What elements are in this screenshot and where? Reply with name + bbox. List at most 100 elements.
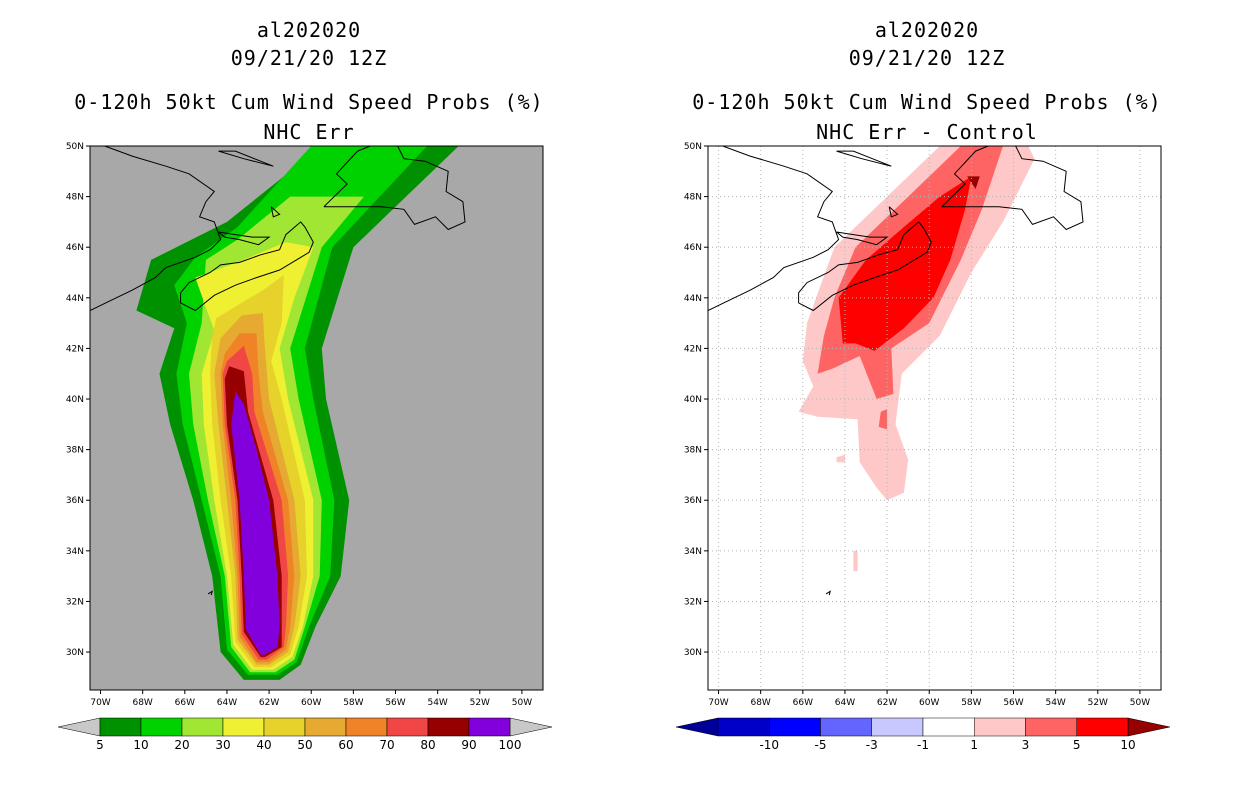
chart-title-datetime: 09/21/20 12Z [230,46,388,70]
x-tick-label: 56W [1003,698,1023,708]
colorbar-swatch [99,717,142,737]
x-tick-label: 50W [1130,698,1150,708]
coastline-mainland [90,146,222,311]
y-tick-label: 34N [684,547,702,557]
y-tick-label: 40N [684,395,702,405]
colorbar-label: 60 [338,738,353,752]
y-tick-label: 46N [66,243,84,253]
coastline-pei [836,231,889,246]
colorbar-label: -3 [866,738,878,752]
y-tick-label: 38N [684,446,702,456]
y-tick-label: 48N [684,193,702,203]
colorbar-label: 30 [215,738,230,752]
x-tick-label: 62W [259,698,279,708]
colorbar-swatch [427,717,470,737]
y-tick-label: 50N [684,142,702,152]
colorbar-swatch [820,717,872,737]
x-tick-label: 66W [793,698,813,708]
coastlines [708,146,1084,596]
x-tick-label: 52W [470,698,490,708]
y-tick-label: 44N [684,294,702,304]
coastline-magdalen [270,206,281,218]
colorbar-label: 70 [379,738,394,752]
colorbar-swatch [263,717,306,737]
y-tick-label: 32N [684,597,702,607]
colorbar-label: 40 [256,738,271,752]
contour-layer [798,146,1035,572]
x-tick-label: 64W [835,698,855,708]
x-tick-label: 70W [90,698,110,708]
chart-title-product: 0-120h 50kt Cum Wind Speed Probs (%) [692,90,1162,114]
x-tick-label: 62W [877,698,897,708]
coastlines [90,146,466,596]
contour-fill-3 [878,409,888,430]
colorbar-label: 90 [461,738,476,752]
right-chart-panel: al202020 09/21/20 12Z 0-120h 50kt Cum Wi… [618,0,1236,800]
colorbar-upper-extend [1127,717,1171,737]
chart-subtitle: NHC Err - Control [816,120,1038,144]
x-tick-label: 56W [385,698,405,708]
colorbar-label: 80 [420,738,435,752]
chart-title-storm-id: al202020 [256,18,362,42]
colorbar-swatch [769,717,821,737]
coastline-pei [218,231,271,246]
y-tick-label: 44N [66,294,84,304]
colorbar-label: -5 [815,738,827,752]
y-tick-label: 48N [66,193,84,203]
colorbar-label: 5 [96,738,104,752]
x-tick-label: 58W [343,698,363,708]
x-tick-label: 54W [1045,698,1065,708]
plot-frame [707,145,1162,691]
y-tick-label: 42N [684,344,702,354]
colorbar-swatch [304,717,347,737]
colorbar-label: 50 [297,738,312,752]
chart-title-storm-id: al202020 [874,18,980,42]
coastline-mainland [708,146,840,311]
colorbar-swatch [181,717,224,737]
colorbar-label: 1 [970,738,978,752]
y-tick-label: 38N [66,446,84,456]
coastline-nova-scotia [798,221,932,312]
x-tick-label: 52W [1088,698,1108,708]
colorbar-swatch [468,717,511,737]
y-tick-label: 50N [66,142,84,152]
y-tick-label: 46N [684,243,702,253]
colorbar-swatch [345,717,388,737]
colorbar-lower-extend [675,717,719,737]
colorbar-label: 3 [1022,738,1030,752]
colorbar-swatch [717,717,770,737]
map-plot-nhc-err: 70W 68W 66W 64W 62W 60W 58W 56W 54W 52W 50W 50N 48N 4… [57,142,553,752]
coastline-bermuda [825,590,832,596]
coastline-anticosti [218,150,274,167]
colorbar-swatch [140,717,183,737]
x-tick-label: 54W [427,698,447,708]
colorbar-label: 10 [1120,738,1135,752]
x-tick-label: 70W [708,698,728,708]
colorbar-label: 100 [499,738,522,752]
coastline-magdalen [888,206,899,218]
colorbar-swatch [1025,717,1077,737]
colorbar-label: 20 [174,738,189,752]
colorbar-swatch [386,717,429,737]
x-tick-label: 66W [175,698,195,708]
x-tick-label: 58W [961,698,981,708]
coastline-nova-scotia [180,221,314,312]
colorbar-label: -10 [759,738,779,752]
chart-title-datetime: 09/21/20 12Z [848,46,1006,70]
y-tick-label: 32N [66,597,84,607]
y-tick-label: 36N [684,496,702,506]
contour-fill-5 [838,176,972,351]
coastline-bermuda [207,590,214,596]
colorbar-swatch [1076,717,1129,737]
x-tick-label: 60W [919,698,939,708]
left-chart-panel: al202020 09/21/20 12Z 0-120h 50kt Cum Wi… [57,18,553,752]
colorbar-swatch [974,717,1026,737]
contour-fill-1 [853,550,858,572]
contour-fill-90 [231,391,280,655]
colorbar-swatch [871,717,924,737]
chart-subtitle: NHC Err [263,120,355,144]
coastline-anticosti [836,150,892,167]
y-tick-label: 40N [66,395,84,405]
map-plot-difference: 70W 68W 66W 64W 62W 60W 58W 56W 54W 52W 50W 50N 48N 4… [675,142,1171,752]
colorbar-swatch [922,717,975,737]
